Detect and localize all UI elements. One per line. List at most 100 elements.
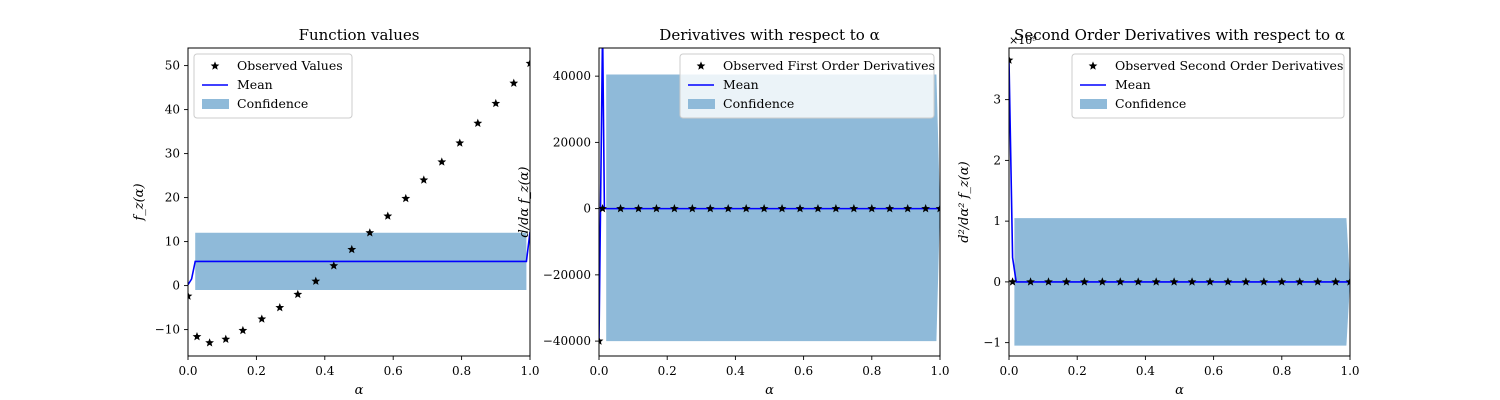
legend-label: Confidence — [237, 96, 308, 111]
x-tick-label: 0.6 — [794, 364, 813, 378]
chart-panel-1: 0.0 0.2 0.4 0.6 0.8 1.0 −10 0 10 20 30 40 50 Function… — [132, 26, 540, 398]
axis-offset-text: ×10⁹ — [1009, 34, 1037, 47]
y-tick-label: 50 — [165, 59, 180, 73]
observed-point — [221, 334, 231, 343]
plot-area — [1009, 55, 1350, 346]
observed-point — [1345, 277, 1350, 286]
plot-area — [599, 48, 940, 345]
mean-line — [1009, 60, 1350, 283]
legend-label: Observed Second Order Derivatives — [1115, 58, 1343, 73]
observed-point — [1044, 277, 1053, 286]
legend-label: Observed First Order Derivatives — [723, 58, 935, 73]
x-tick-label: 0.2 — [658, 364, 677, 378]
observed-point — [473, 118, 483, 127]
x-tick-label: 0.6 — [1204, 364, 1223, 378]
observed-point — [455, 138, 465, 147]
observed-point — [293, 289, 303, 299]
legend-label: Observed Values — [237, 58, 343, 73]
observed-point — [257, 314, 267, 323]
legend-observed-marker — [1088, 61, 1098, 70]
y-tick-label: 40 — [165, 103, 180, 117]
observed-point — [1169, 277, 1179, 286]
x-tick-label: 1.0 — [1340, 364, 1359, 378]
chart-title: Function values — [299, 26, 420, 44]
observed-point — [795, 204, 805, 213]
observed-point — [329, 261, 339, 270]
y-axis-label: d²/dα² f_z(α) — [957, 161, 972, 242]
observed-point — [1151, 277, 1161, 286]
observed-point — [759, 204, 769, 213]
legend-box — [1071, 53, 1345, 119]
observed-point — [1331, 277, 1341, 286]
observed-point — [419, 175, 429, 184]
legend-label: Mean — [237, 77, 273, 92]
legend-observed-marker — [696, 61, 706, 70]
observed-point — [1026, 277, 1035, 286]
y-tick-label: 0 — [993, 275, 1001, 289]
observed-point — [192, 332, 202, 341]
x-tick-label: 1.0 — [520, 364, 539, 378]
y-tick-label: 20 — [165, 191, 180, 205]
legend: Observed Values Mean Confidence — [193, 53, 353, 119]
x-axis-label: α — [1175, 383, 1184, 398]
x-tick-label: 0.4 — [1136, 364, 1155, 378]
y-tick-label: −1 — [983, 336, 1001, 350]
legend-box — [193, 53, 353, 119]
observed-point — [1187, 277, 1197, 286]
observed-point — [311, 276, 321, 285]
observed-point — [1205, 277, 1215, 286]
observed-point — [1313, 277, 1323, 286]
observed-point — [1009, 55, 1014, 64]
observed-point — [935, 204, 940, 213]
x-tick-label: 0.0 — [589, 364, 608, 378]
y-tick-label: 40000 — [553, 69, 591, 83]
legend-label: Mean — [723, 77, 759, 92]
x-tick-label: 0.0 — [999, 364, 1018, 378]
observed-point — [275, 303, 285, 312]
observed-point — [491, 98, 501, 108]
x-tick-label: 0.8 — [452, 364, 471, 378]
observed-point — [1277, 277, 1287, 286]
legend-box — [679, 53, 935, 119]
observed-point — [921, 204, 931, 213]
observed-point — [437, 157, 447, 166]
legend: Observed Second Order Derivatives Mean Con… — [1071, 53, 1345, 119]
axes-frame — [187, 47, 531, 357]
x-tick-label: 0.2 — [1068, 364, 1087, 378]
observed-point — [867, 204, 877, 213]
x-tick-label: 0.2 — [247, 364, 266, 378]
y-axis-label: d/dα f_z(α) — [517, 166, 532, 237]
observed-point — [347, 244, 357, 254]
x-axis-label: α — [765, 383, 774, 398]
y-tick-label: 0 — [172, 279, 180, 293]
observed-point — [616, 204, 625, 213]
y-tick-label: 3 — [993, 93, 1001, 107]
legend-confidence-patch — [1080, 99, 1107, 109]
legend-confidence-patch — [202, 99, 229, 109]
observed-point — [1062, 277, 1071, 286]
y-tick-label: 10 — [165, 235, 180, 249]
observed-point — [401, 193, 411, 203]
observed-point — [1115, 277, 1125, 286]
observed-point — [1259, 277, 1269, 286]
legend-confidence-patch — [688, 99, 715, 109]
observed-point — [599, 204, 607, 213]
chart-title: Derivatives with respect to α — [659, 26, 879, 44]
chart-title: Second Order Derivatives with respect to… — [1014, 26, 1345, 44]
legend-label: Confidence — [723, 96, 794, 111]
observed-point — [903, 204, 913, 213]
observed-point — [687, 204, 697, 213]
observed-point — [205, 338, 214, 347]
x-tick-label: 0.4 — [726, 364, 745, 378]
x-tick-label: 1.0 — [930, 364, 949, 378]
observed-point — [831, 204, 841, 213]
observed-point — [1241, 277, 1251, 286]
y-tick-label: 20000 — [553, 135, 591, 149]
chart-panel-2: 0.0 0.2 0.4 0.6 0.8 1.0 −40000 −20000 0 20000 4000… — [517, 26, 950, 398]
observed-point — [1009, 277, 1017, 286]
x-tick-label: 0.8 — [1272, 364, 1291, 378]
observed-point — [365, 228, 375, 237]
mean-line — [188, 231, 530, 286]
observed-point — [525, 58, 530, 68]
